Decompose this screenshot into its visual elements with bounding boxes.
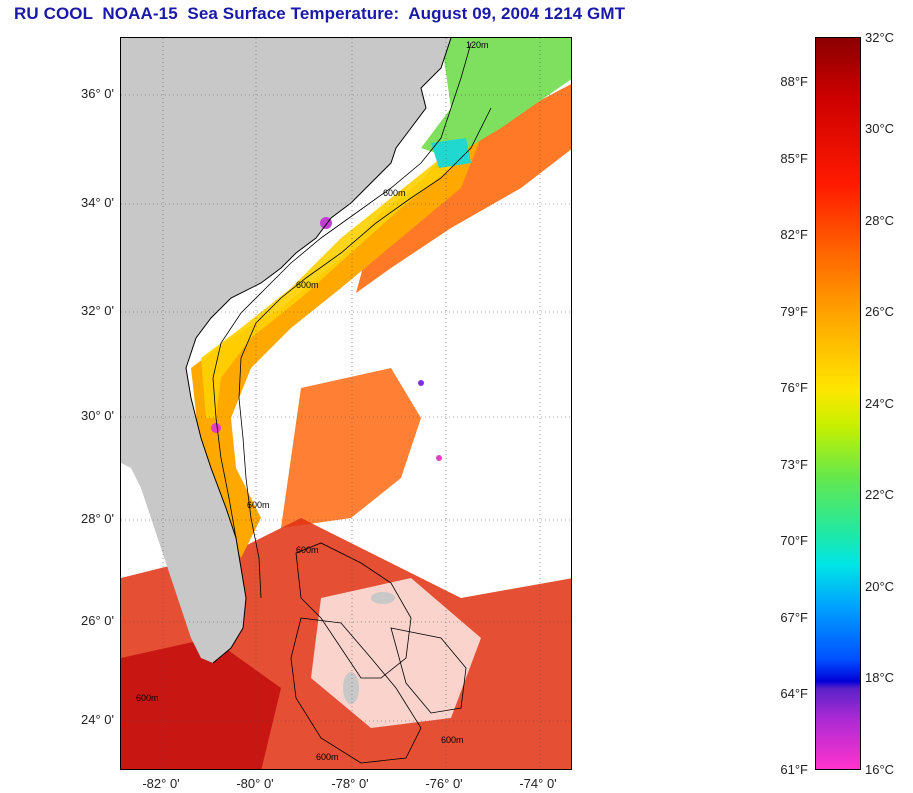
bahamas-island-2: [343, 672, 359, 704]
isobath-600m: [238, 107, 492, 599]
cool-speck: [211, 423, 221, 433]
contour-label: 600m: [316, 752, 339, 762]
celsius-label: 22°C: [865, 487, 895, 502]
contour-label: 600m: [296, 545, 319, 555]
map-title: RU COOL NOAA-15 Sea Surface Temperature:…: [14, 4, 626, 23]
graticule: [121, 38, 571, 769]
cool-speck: [436, 455, 442, 461]
lon-label: -76° 0': [425, 776, 463, 791]
celsius-label: 16°C: [865, 762, 895, 777]
fahrenheit-label: 67°F: [780, 610, 808, 625]
lat-label: 32° 0': [81, 303, 114, 318]
lat-label: 28° 0': [81, 511, 114, 526]
bahamas-island-1: [371, 592, 395, 604]
bahamas-bank-contour: [295, 542, 412, 679]
lon-label: -80° 0': [236, 776, 274, 791]
celsius-label: 20°C: [865, 579, 895, 594]
fahrenheit-label: 76°F: [780, 380, 808, 395]
contour-label: 600m: [296, 280, 319, 290]
celsius-label: 30°C: [865, 121, 895, 136]
fahrenheit-label: 85°F: [780, 151, 808, 166]
shelf-water: [191, 138, 481, 558]
lat-label: 30° 0': [81, 408, 114, 423]
southern-deep-red: [121, 638, 281, 769]
isobath-120m: [212, 42, 472, 539]
fahrenheit-label: 79°F: [780, 304, 808, 319]
sst-map-canvas: 120m 600m 600m 600m 600m 600m 600m 600m: [121, 38, 571, 769]
contour-label: 120m: [466, 40, 489, 50]
fahrenheit-label: 70°F: [780, 533, 808, 548]
celsius-label: 32°C: [865, 30, 895, 45]
celsius-label: 26°C: [865, 304, 895, 319]
gulf-stream-band-south: [281, 368, 421, 528]
contour-label: 600m: [136, 693, 159, 703]
lat-label: 34° 0': [81, 195, 114, 210]
contour-label: 600m: [247, 500, 270, 510]
fahrenheit-label: 88°F: [780, 74, 808, 89]
lon-label: -78° 0': [331, 776, 369, 791]
lat-label: 26° 0': [81, 613, 114, 628]
cool-water-cyan: [431, 138, 471, 168]
bahamas-bank-contour: [290, 617, 422, 764]
fahrenheit-label: 64°F: [780, 686, 808, 701]
lat-label: 24° 0': [81, 712, 114, 727]
lat-label: 36° 0': [81, 86, 114, 101]
fahrenheit-label: 82°F: [780, 227, 808, 242]
near-coast-water: [201, 138, 461, 418]
sst-map: 120m 600m 600m 600m 600m 600m 600m 600m: [120, 37, 572, 770]
land-mass: [121, 38, 451, 663]
temperature-colorbar: [815, 37, 861, 770]
contour-label: 600m: [383, 188, 406, 198]
lon-label: -82° 0': [142, 776, 180, 791]
celsius-label: 18°C: [865, 670, 895, 685]
contour-label: 600m: [441, 735, 464, 745]
lon-label: -74° 0': [519, 776, 557, 791]
cool-speck: [418, 380, 424, 386]
fahrenheit-label: 61°F: [780, 762, 808, 777]
bahamas-bank-contour: [390, 627, 467, 714]
celsius-label: 24°C: [865, 396, 895, 411]
celsius-label: 28°C: [865, 213, 895, 228]
fahrenheit-label: 73°F: [780, 457, 808, 472]
cool-water-north: [421, 38, 571, 158]
gulf-stream-band: [356, 84, 571, 293]
coastline: [185, 38, 452, 664]
